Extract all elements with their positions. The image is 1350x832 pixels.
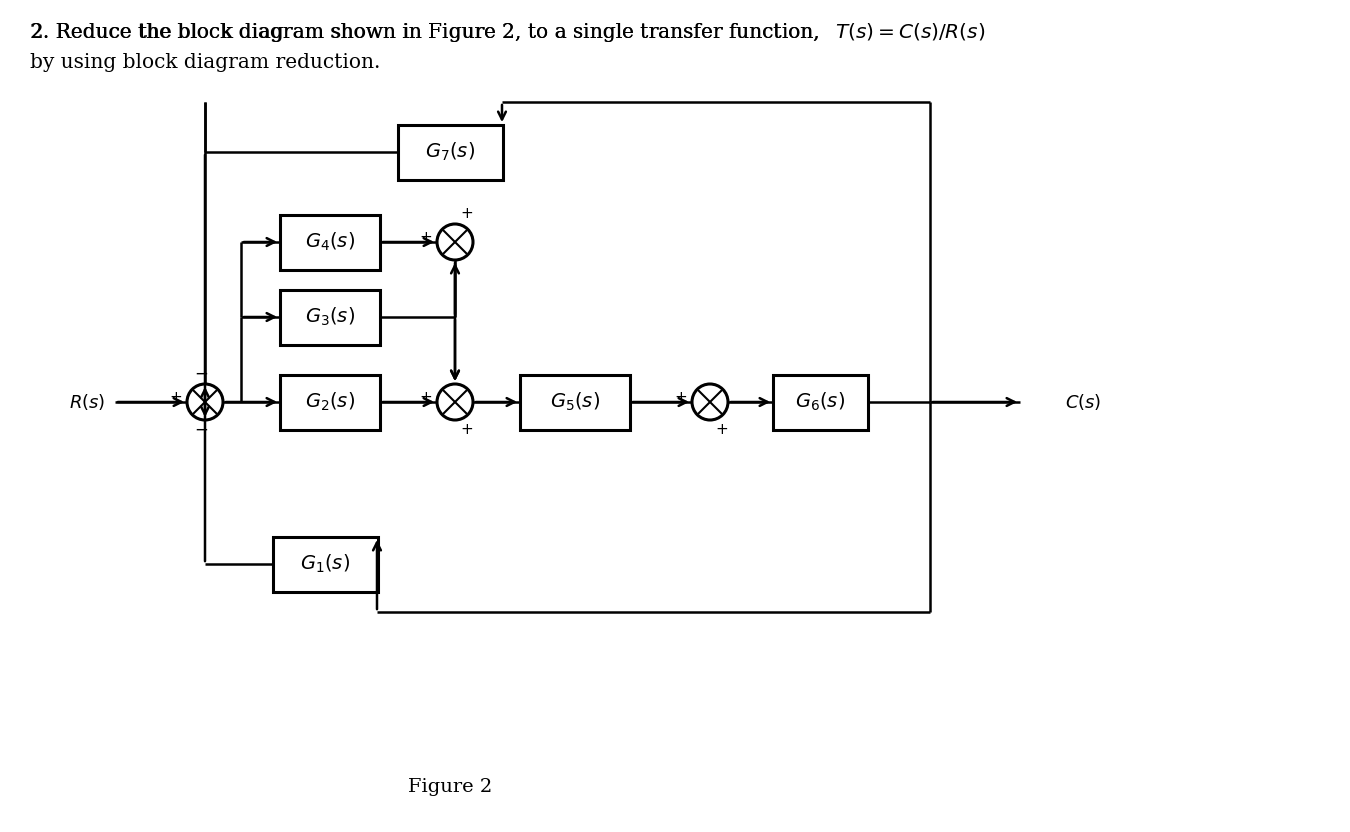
Text: +: + (169, 389, 182, 404)
Text: $G_4(s)$: $G_4(s)$ (305, 230, 355, 253)
Text: +: + (420, 389, 432, 404)
Text: −: − (194, 365, 208, 383)
FancyBboxPatch shape (397, 125, 502, 180)
Text: by using block diagram reduction.: by using block diagram reduction. (30, 52, 381, 72)
Text: +: + (420, 230, 432, 245)
FancyBboxPatch shape (279, 290, 379, 344)
Circle shape (693, 384, 728, 420)
Text: 2. Reduce the block diagram shown in Figure 2, to a single transfer function,  $: 2. Reduce the block diagram shown in Fig… (30, 21, 986, 43)
Text: $R(s)$: $R(s)$ (69, 392, 105, 412)
Circle shape (188, 384, 223, 420)
Text: +: + (674, 389, 687, 404)
Text: +: + (460, 423, 472, 438)
FancyBboxPatch shape (772, 374, 868, 429)
Text: $C(s)$: $C(s)$ (1065, 392, 1102, 412)
Text: +: + (716, 423, 728, 438)
FancyBboxPatch shape (279, 374, 379, 429)
Text: $G_6(s)$: $G_6(s)$ (795, 391, 845, 414)
Text: $G_5(s)$: $G_5(s)$ (549, 391, 599, 414)
FancyBboxPatch shape (520, 374, 630, 429)
Text: Figure 2: Figure 2 (408, 778, 493, 796)
Circle shape (437, 224, 472, 260)
Text: $G_3(s)$: $G_3(s)$ (305, 306, 355, 328)
Text: $G_1(s)$: $G_1(s)$ (300, 552, 350, 575)
Text: −: − (194, 421, 208, 439)
Text: 2. Reduce the block diagram shown in Figure 2, to a single transfer function,: 2. Reduce the block diagram shown in Fig… (30, 22, 833, 42)
Text: +: + (460, 206, 472, 221)
Text: $G_7(s)$: $G_7(s)$ (425, 141, 475, 163)
Text: $G_2(s)$: $G_2(s)$ (305, 391, 355, 414)
FancyBboxPatch shape (273, 537, 378, 592)
FancyBboxPatch shape (279, 215, 379, 270)
Circle shape (437, 384, 472, 420)
